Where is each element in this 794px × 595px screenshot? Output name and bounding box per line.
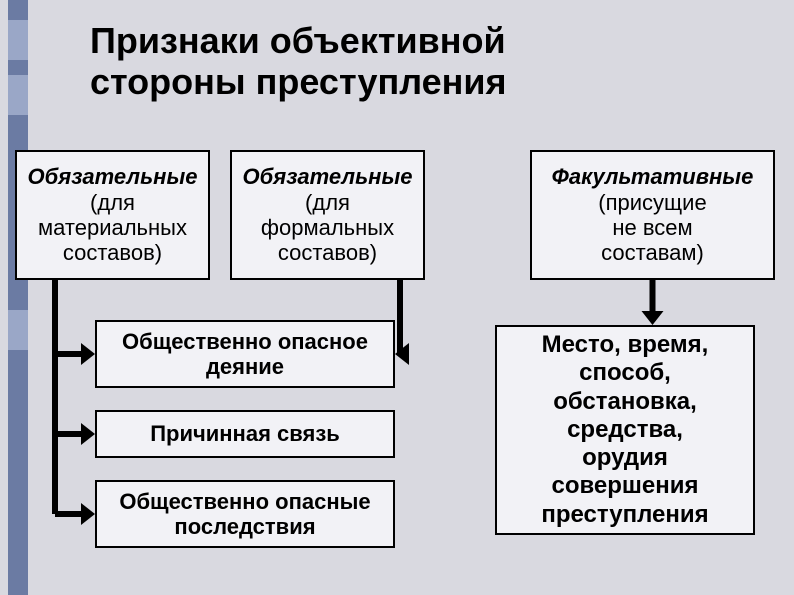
- arrows-layer: [0, 0, 794, 595]
- slide: { "colors": { "background": "#d9d9e0", "…: [0, 0, 794, 595]
